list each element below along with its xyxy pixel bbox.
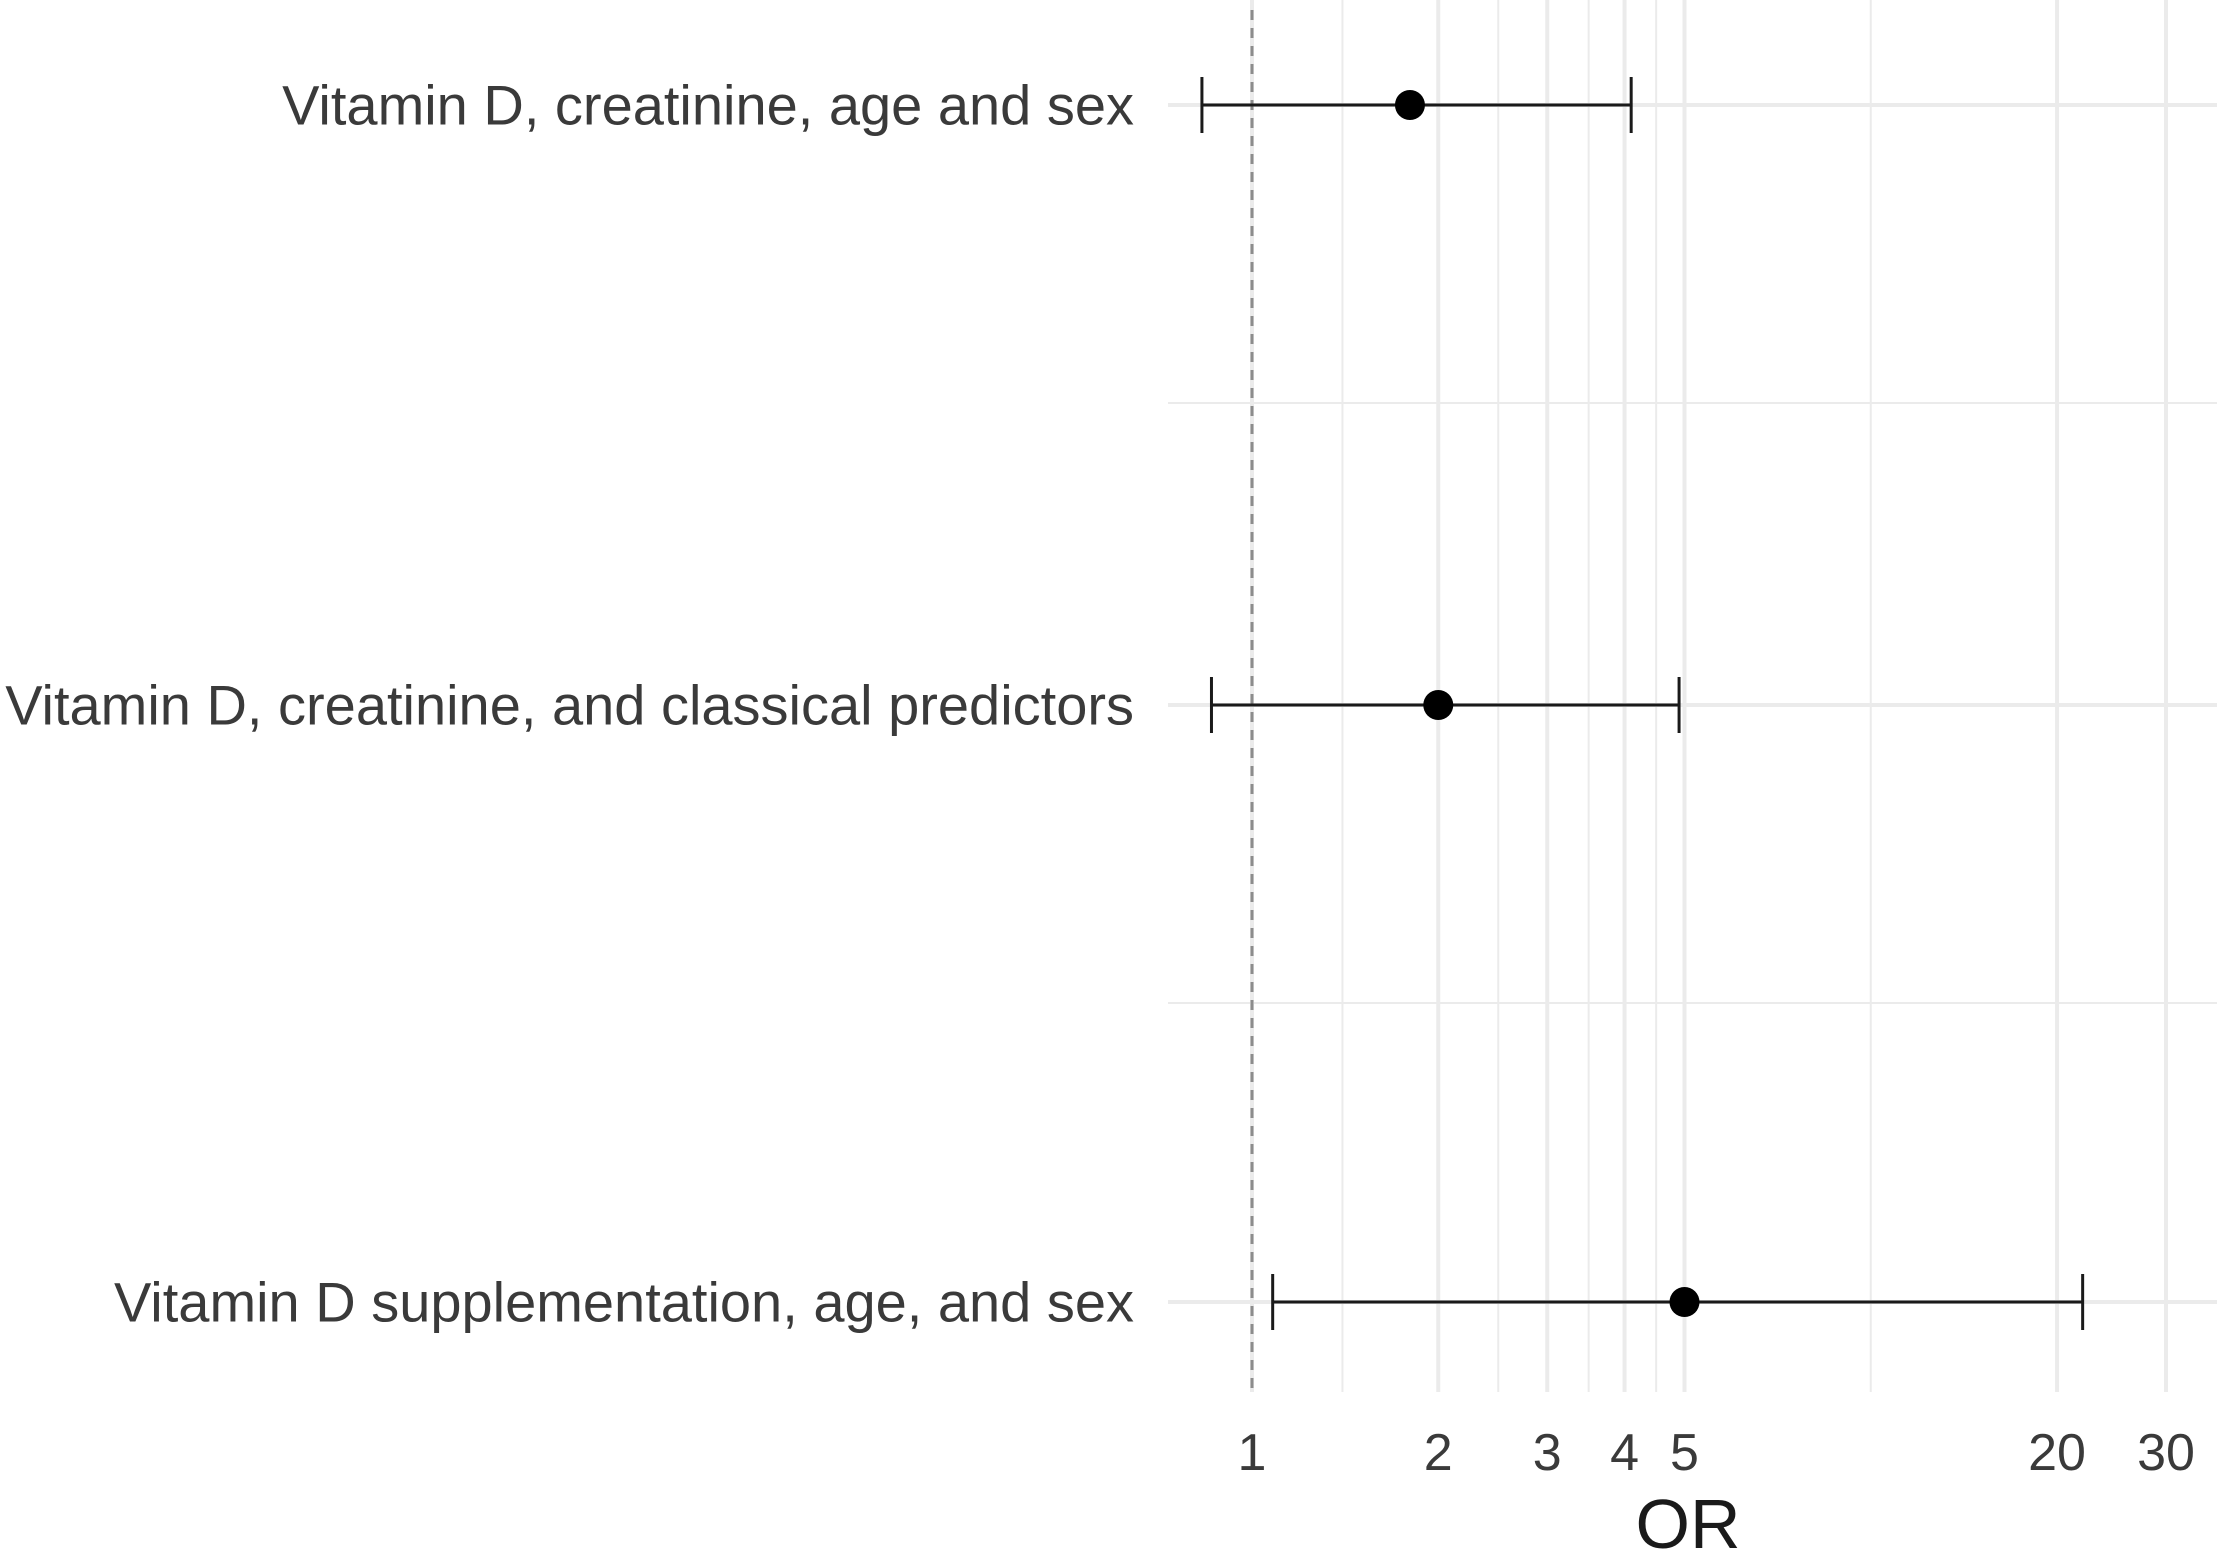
x-tick-label: 3 [1533,1424,1562,1482]
or-point [1394,90,1425,120]
or-point [1423,690,1454,720]
x-tick-label: 30 [2137,1424,2195,1482]
x-tick-label: 5 [1670,1424,1699,1482]
x-tick-label: 20 [2028,1424,2086,1482]
x-tick-label: 1 [1238,1424,1267,1482]
x-axis-title: OR [1636,1485,1741,1561]
row-label: Vitamin D, creatinine, age and sex [282,74,1134,137]
row-label-layer: Vitamin D, creatinine, age and sex Vitami… [5,74,1134,1334]
x-tick-label: 4 [1610,1424,1639,1482]
row-label: Vitamin D supplementation, age, and sex [114,1271,1134,1334]
grid-layer [1168,0,2217,1392]
x-tick-label: 2 [1424,1424,1453,1482]
x-tick-label-layer: 1 2 3 4 5 20 30 [1238,1424,2195,1482]
or-point [1669,1287,1700,1317]
data-layer [1200,77,2085,1330]
row-label: Vitamin D, creatinine, and classical pre… [5,674,1134,737]
